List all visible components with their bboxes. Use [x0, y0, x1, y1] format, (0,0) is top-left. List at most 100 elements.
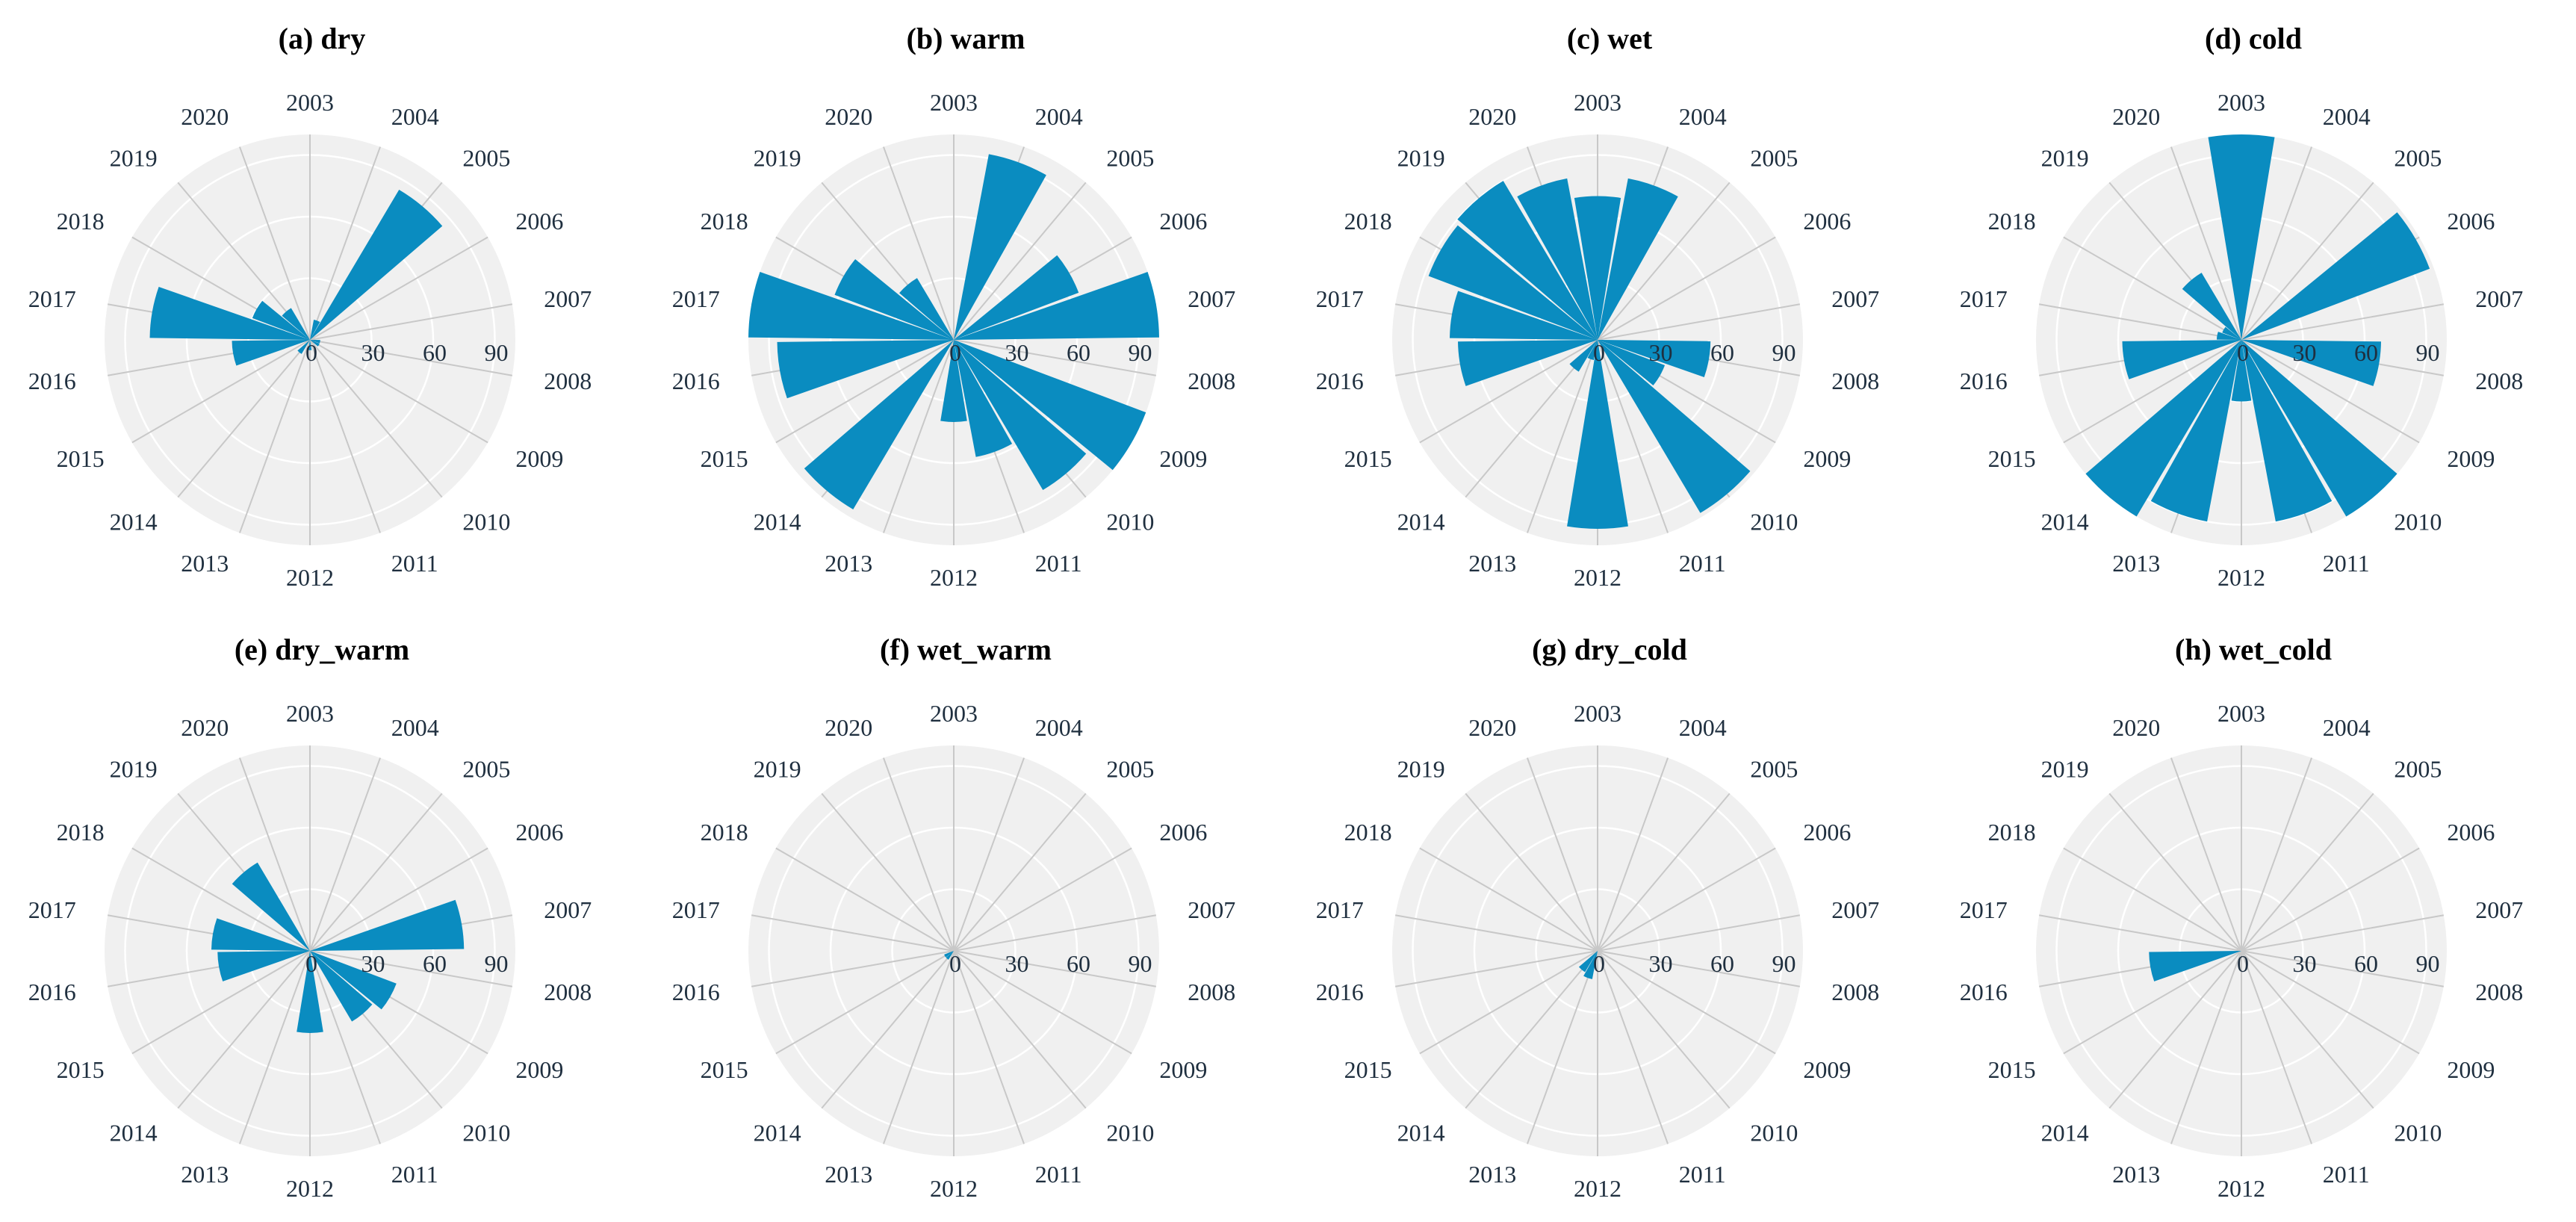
- year-label-2011: 2011: [1679, 1161, 1726, 1188]
- year-label-2015: 2015: [57, 445, 105, 472]
- year-label-2003: 2003: [930, 89, 978, 116]
- year-label-2011: 2011: [1035, 1161, 1082, 1188]
- angular-grid-line: [1597, 182, 1731, 341]
- panel-dry: (a) dry 0 30 60 90 2003 2004 2005 2006 2007 2008 2…: [0, 0, 644, 611]
- year-label-2003: 2003: [1574, 89, 1621, 116]
- angular-grid-line: [1527, 950, 1598, 1144]
- angular-grid-line: [953, 914, 1156, 952]
- radial-tick-label: 30: [361, 950, 385, 977]
- angular-grid-line: [2170, 757, 2242, 952]
- bar-2020: [1517, 178, 1598, 340]
- angular-grid-line: [953, 847, 1132, 952]
- year-label-2016: 2016: [1960, 978, 2008, 1005]
- panel-title: (h) wet_cold: [2175, 633, 2332, 666]
- year-label-2008: 2008: [2475, 978, 2523, 1005]
- year-label-2003: 2003: [930, 700, 978, 727]
- year-label-2007: 2007: [2475, 285, 2523, 312]
- year-label-2016: 2016: [672, 978, 720, 1005]
- angular-grid-line: [309, 339, 512, 376]
- angular-grid-line: [2063, 847, 2242, 952]
- year-label-2015: 2015: [1988, 1056, 2036, 1083]
- year-label-2011: 2011: [1035, 550, 1082, 577]
- radial-tick-label: 0: [305, 950, 317, 977]
- year-label-2013: 2013: [181, 1161, 229, 1188]
- year-label-2012: 2012: [2217, 1175, 2265, 1202]
- bar-2016: [1458, 340, 1598, 386]
- bar-2017: [748, 272, 954, 340]
- year-label-2013: 2013: [2112, 550, 2160, 577]
- angular-grid-line: [309, 757, 381, 952]
- year-label-2019: 2019: [1397, 755, 1445, 782]
- year-label-2014: 2014: [110, 1120, 158, 1147]
- angular-grid-line: [2241, 146, 2312, 341]
- angular-grid-line: [309, 339, 488, 444]
- year-label-2007: 2007: [1188, 896, 1235, 923]
- year-label-2010: 2010: [1750, 1120, 1798, 1147]
- bar-2015: [944, 951, 954, 958]
- year-label-2012: 2012: [1574, 564, 1621, 591]
- radial-tick-label: 30: [2293, 950, 2317, 977]
- panel-warm: (b) warm 0 30 60 90 2003 2004 2005 2006 2007 2008…: [644, 0, 1288, 611]
- year-label-2007: 2007: [1831, 896, 1879, 923]
- angular-grid-line: [953, 793, 1087, 952]
- bar-2019: [1457, 181, 1598, 340]
- year-label-2012: 2012: [2217, 564, 2265, 591]
- year-label-2019: 2019: [110, 755, 158, 782]
- year-label-2020: 2020: [2112, 714, 2160, 741]
- angular-grid-line: [953, 950, 1132, 1055]
- year-label-2008: 2008: [544, 978, 592, 1005]
- bar-2009: [1598, 340, 1666, 385]
- year-label-2013: 2013: [181, 550, 229, 577]
- angular-grid-line: [2241, 182, 2374, 341]
- angular-grid-line: [239, 757, 311, 952]
- radial-tick-label: 60: [1067, 339, 1090, 366]
- year-label-2010: 2010: [1750, 509, 1798, 536]
- year-label-2013: 2013: [1468, 550, 1516, 577]
- year-label-2003: 2003: [286, 700, 334, 727]
- year-label-2020: 2020: [1468, 714, 1516, 741]
- angular-grid-line: [953, 182, 1087, 341]
- panel-title: (f) wet_warm: [880, 633, 1052, 666]
- angular-grid-line: [131, 339, 311, 444]
- year-label-2013: 2013: [825, 1161, 872, 1188]
- year-label-2009: 2009: [2447, 1056, 2495, 1083]
- angular-grid-line: [751, 914, 955, 952]
- angular-grid-line: [1395, 914, 1598, 952]
- year-label-2006: 2006: [515, 208, 563, 235]
- year-label-2015: 2015: [701, 445, 748, 472]
- panel-dry-warm: (e) dry_warm 0 30 60 90 2003 2004 2005 2006 2007…: [0, 611, 644, 1222]
- angular-grid-line: [131, 847, 311, 952]
- angular-grid-line: [1597, 303, 1800, 341]
- panel-dry-cold: (g) dry_cold 0 30 60 90 2003 2004 2005 2006 2007…: [1288, 611, 1931, 1222]
- year-label-2003: 2003: [1574, 700, 1621, 727]
- year-label-2011: 2011: [1679, 550, 1726, 577]
- angular-grid-line: [2063, 236, 2242, 341]
- bar-2018: [1428, 225, 1598, 340]
- angular-grid-line: [2241, 793, 2374, 952]
- year-label-2019: 2019: [754, 755, 801, 782]
- angular-grid-line: [1597, 847, 1776, 952]
- year-label-2009: 2009: [1803, 1056, 1851, 1083]
- year-label-2014: 2014: [110, 509, 158, 536]
- year-label-2010: 2010: [2394, 1120, 2442, 1147]
- angular-grid-line: [1419, 950, 1598, 1055]
- polar-chart-dry-cold: 0 30 60 90 2003 2004 2005 2006 2007 2008 2009 2010 2…: [1316, 700, 1879, 1202]
- year-label-2005: 2005: [2394, 755, 2442, 782]
- year-label-2020: 2020: [1468, 103, 1516, 130]
- angular-grid-line: [1597, 950, 1800, 987]
- year-label-2014: 2014: [2041, 1120, 2089, 1147]
- year-label-2015: 2015: [57, 1056, 105, 1083]
- angular-grid-line: [1597, 950, 1669, 1144]
- radial-tick-label: 60: [423, 950, 447, 977]
- year-label-2017: 2017: [1960, 285, 2008, 312]
- year-label-2020: 2020: [825, 714, 872, 741]
- angular-grid-line: [309, 950, 512, 987]
- panel-title: (c) wet: [1566, 22, 1653, 55]
- bar-2010: [310, 951, 373, 1022]
- angular-grid-line: [2241, 950, 2374, 1109]
- year-label-2007: 2007: [1188, 285, 1235, 312]
- angular-grid-line: [2170, 950, 2242, 1144]
- bar-2018: [2222, 326, 2241, 340]
- panel-title: (d) cold: [2205, 22, 2302, 55]
